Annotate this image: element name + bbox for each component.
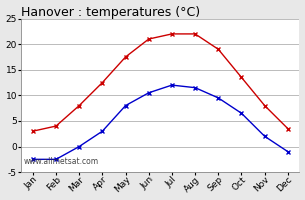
Text: Hanover : temperatures (°C): Hanover : temperatures (°C) — [21, 6, 200, 19]
Text: www.allmetsat.com: www.allmetsat.com — [24, 157, 99, 166]
